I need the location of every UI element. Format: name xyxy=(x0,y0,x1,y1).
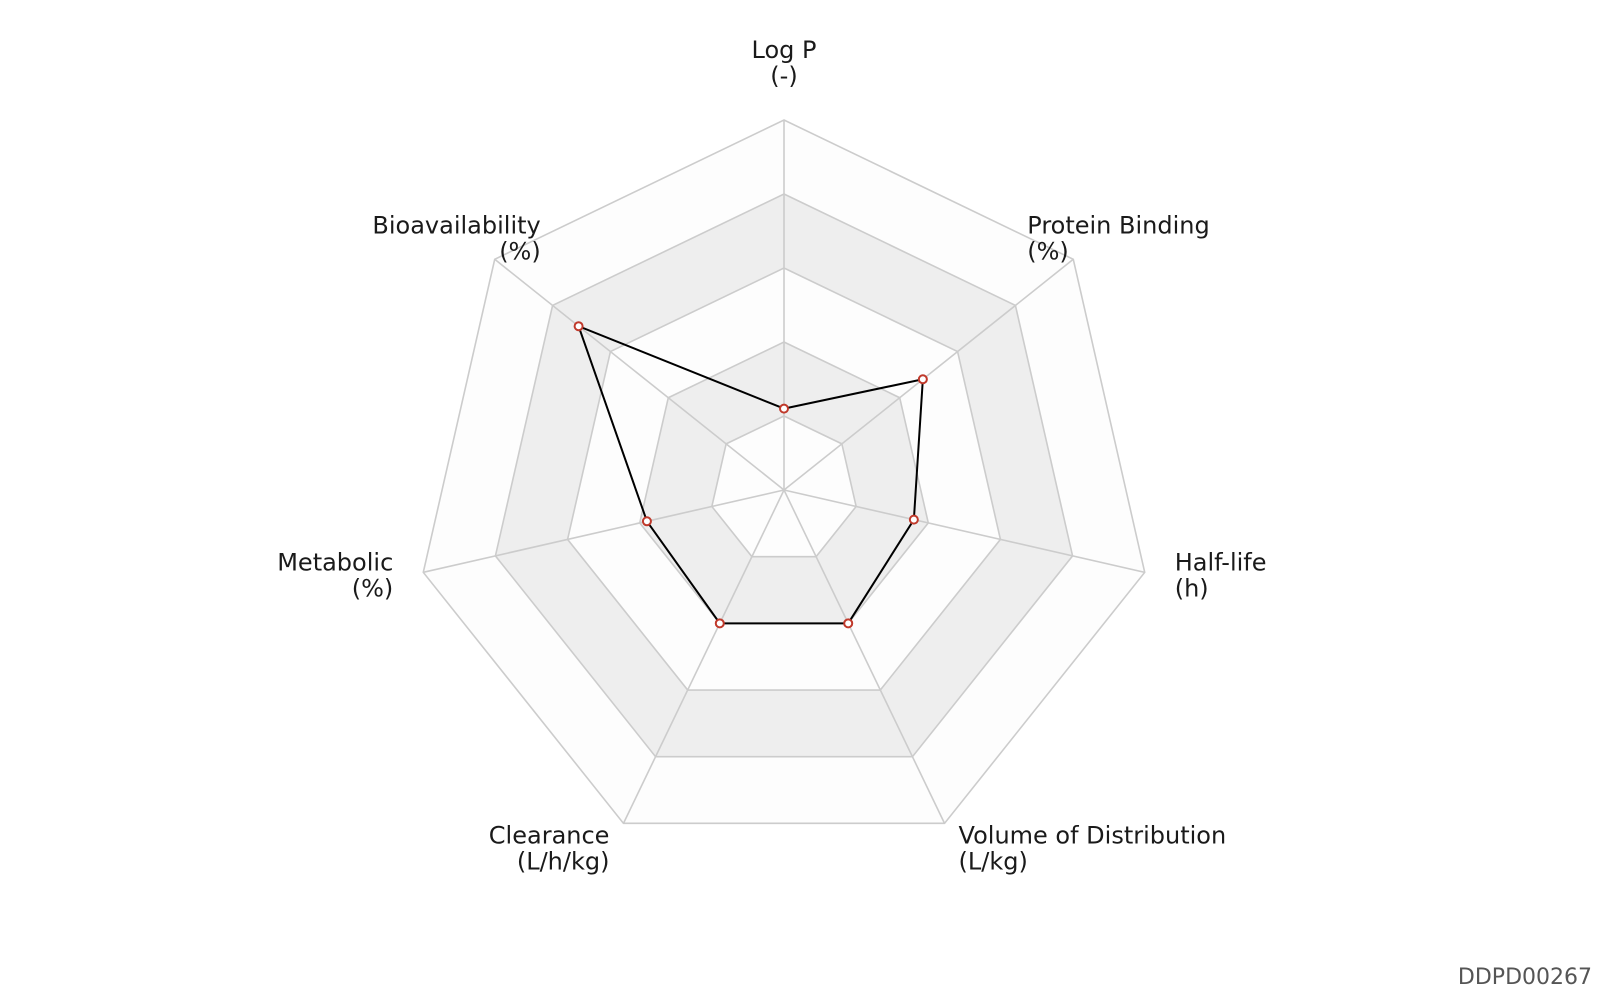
axis-label-5: Clearance (L/h/kg) xyxy=(489,821,610,875)
axis-unit-4: (L/kg) xyxy=(959,847,1028,875)
axis-name-5: Clearance xyxy=(489,821,610,849)
data-point-3 xyxy=(908,514,919,525)
axis-spoke-3 xyxy=(783,489,1145,574)
axis-unit-1: (-) xyxy=(770,62,797,90)
axis-label-1: Log P (-) xyxy=(752,36,817,90)
axis-unit-2: (%) xyxy=(1027,237,1069,265)
axis-name-6: Metabolic xyxy=(277,548,393,576)
axis-labels: Log P (-)Protein Binding (%)Half-life (h)Vo… xyxy=(277,36,1266,875)
data-point-6 xyxy=(641,516,652,527)
data-point-1 xyxy=(779,403,789,414)
data-series xyxy=(573,321,928,629)
data-point-5 xyxy=(714,618,725,629)
axis-name-4: Volume of Distribution xyxy=(959,821,1227,849)
axis-name-2: Protein Binding xyxy=(1027,211,1209,239)
data-point-2 xyxy=(917,374,928,385)
axis-spoke-4 xyxy=(783,489,946,824)
axis-name-7: Bioavailability xyxy=(372,211,540,239)
grid-spokes xyxy=(423,120,1145,824)
axis-spoke-5 xyxy=(622,489,785,824)
axis-spoke-6 xyxy=(423,489,785,574)
axis-unit-3: (h) xyxy=(1175,574,1209,602)
axis-label-4: Volume of Distribution (L/kg) xyxy=(959,821,1227,875)
axis-unit-5: (L/h/kg) xyxy=(517,847,610,875)
axis-unit-7: (%) xyxy=(499,237,541,265)
axis-unit-6: (%) xyxy=(352,574,394,602)
axis-label-3: Half-life (h) xyxy=(1175,548,1267,602)
axis-label-2: Protein Binding (%) xyxy=(1027,211,1209,265)
chart-id-label: DDPD00267 xyxy=(1457,965,1592,990)
axis-label-7: Bioavailability (%) xyxy=(372,211,540,265)
axis-name-1: Log P xyxy=(752,36,817,64)
data-polygon xyxy=(576,324,924,625)
axis-spoke-2 xyxy=(783,258,1074,491)
axis-spoke-7 xyxy=(494,258,785,491)
data-point-4 xyxy=(843,618,854,629)
axis-name-3: Half-life xyxy=(1175,548,1267,576)
axis-label-6: Metabolic (%) xyxy=(277,548,393,602)
data-point-7 xyxy=(573,321,584,332)
